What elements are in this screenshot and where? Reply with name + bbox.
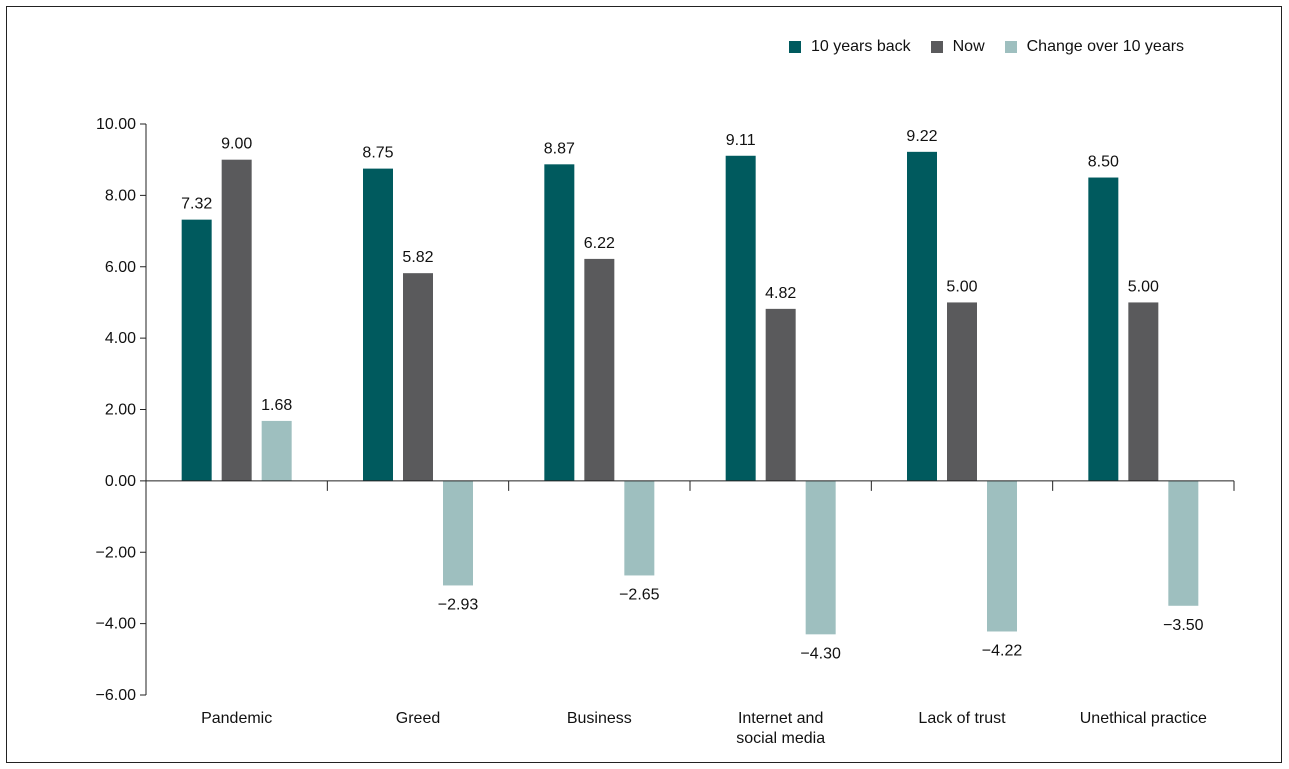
data-label: 8.50 xyxy=(1088,154,1119,171)
bar xyxy=(544,164,575,481)
y-tick-label: 4.00 xyxy=(105,330,136,347)
y-tick-label: 8.00 xyxy=(105,187,136,204)
data-label: −2.93 xyxy=(438,596,479,613)
data-label: 1.68 xyxy=(261,397,292,414)
bar xyxy=(805,480,836,635)
data-label: −3.50 xyxy=(1163,617,1204,634)
data-label: 6.22 xyxy=(584,235,615,252)
legend-swatch-now xyxy=(930,41,943,53)
chart-frame xyxy=(6,6,1282,763)
data-label: 8.75 xyxy=(362,145,393,162)
data-label: 9.22 xyxy=(906,128,937,145)
bar xyxy=(1168,480,1199,606)
bar xyxy=(403,273,433,481)
x-tick-label: social media xyxy=(736,730,825,747)
legend-label-change: Change over 10 years xyxy=(1026,38,1185,55)
y-tick-label: −6.00 xyxy=(96,687,137,704)
bar xyxy=(907,151,937,481)
legend-swatch-change xyxy=(1004,41,1017,53)
data-label: 4.82 xyxy=(765,285,796,302)
bar xyxy=(584,258,615,481)
data-label: −4.22 xyxy=(982,642,1023,659)
bar xyxy=(363,168,393,481)
bar xyxy=(181,219,212,481)
y-tick-label: −4.00 xyxy=(96,616,137,633)
y-tick-label: −2.00 xyxy=(96,544,137,561)
legend-item-change: Change over 10 years xyxy=(1004,38,1185,56)
x-tick-label: Business xyxy=(567,710,632,727)
legend-label-now: Now xyxy=(952,38,985,55)
x-tick-label: Lack of trust xyxy=(918,710,1006,727)
legend-item-now: Now xyxy=(930,38,985,56)
data-label: 9.00 xyxy=(221,136,252,153)
x-tick-label: Greed xyxy=(396,710,440,727)
bar xyxy=(443,480,473,586)
bar xyxy=(765,308,796,481)
bar xyxy=(725,155,756,481)
legend-swatch-10-years-back xyxy=(789,41,801,53)
y-tick-label: 6.00 xyxy=(105,259,136,276)
chart-legend: 10 years back Now Change over 10 years xyxy=(789,38,1184,56)
x-tick-label: Pandemic xyxy=(201,710,272,727)
y-tick-label: 0.00 xyxy=(105,473,136,490)
legend-label-10-years-back: 10 years back xyxy=(811,38,911,55)
data-label: 9.11 xyxy=(726,132,756,149)
bar xyxy=(1088,177,1119,481)
data-label: 5.00 xyxy=(1128,278,1159,295)
bar xyxy=(947,302,977,481)
bar xyxy=(261,420,292,481)
bar xyxy=(987,480,1017,632)
data-label: −2.65 xyxy=(619,586,660,603)
legend-item-10-years-back: 10 years back xyxy=(789,38,911,56)
data-label: 7.32 xyxy=(181,196,212,213)
x-tick-label: Unethical practice xyxy=(1080,710,1207,727)
data-label: −4.30 xyxy=(800,645,841,662)
data-label: 5.82 xyxy=(402,249,433,266)
data-label: 5.00 xyxy=(946,278,977,295)
bar xyxy=(221,159,252,481)
bar xyxy=(624,480,655,576)
data-label: 8.87 xyxy=(544,140,575,157)
bar xyxy=(1128,302,1159,481)
y-tick-label: 10.00 xyxy=(96,116,136,133)
y-tick-label: 2.00 xyxy=(105,402,136,419)
x-tick-label: Internet and xyxy=(738,710,823,727)
